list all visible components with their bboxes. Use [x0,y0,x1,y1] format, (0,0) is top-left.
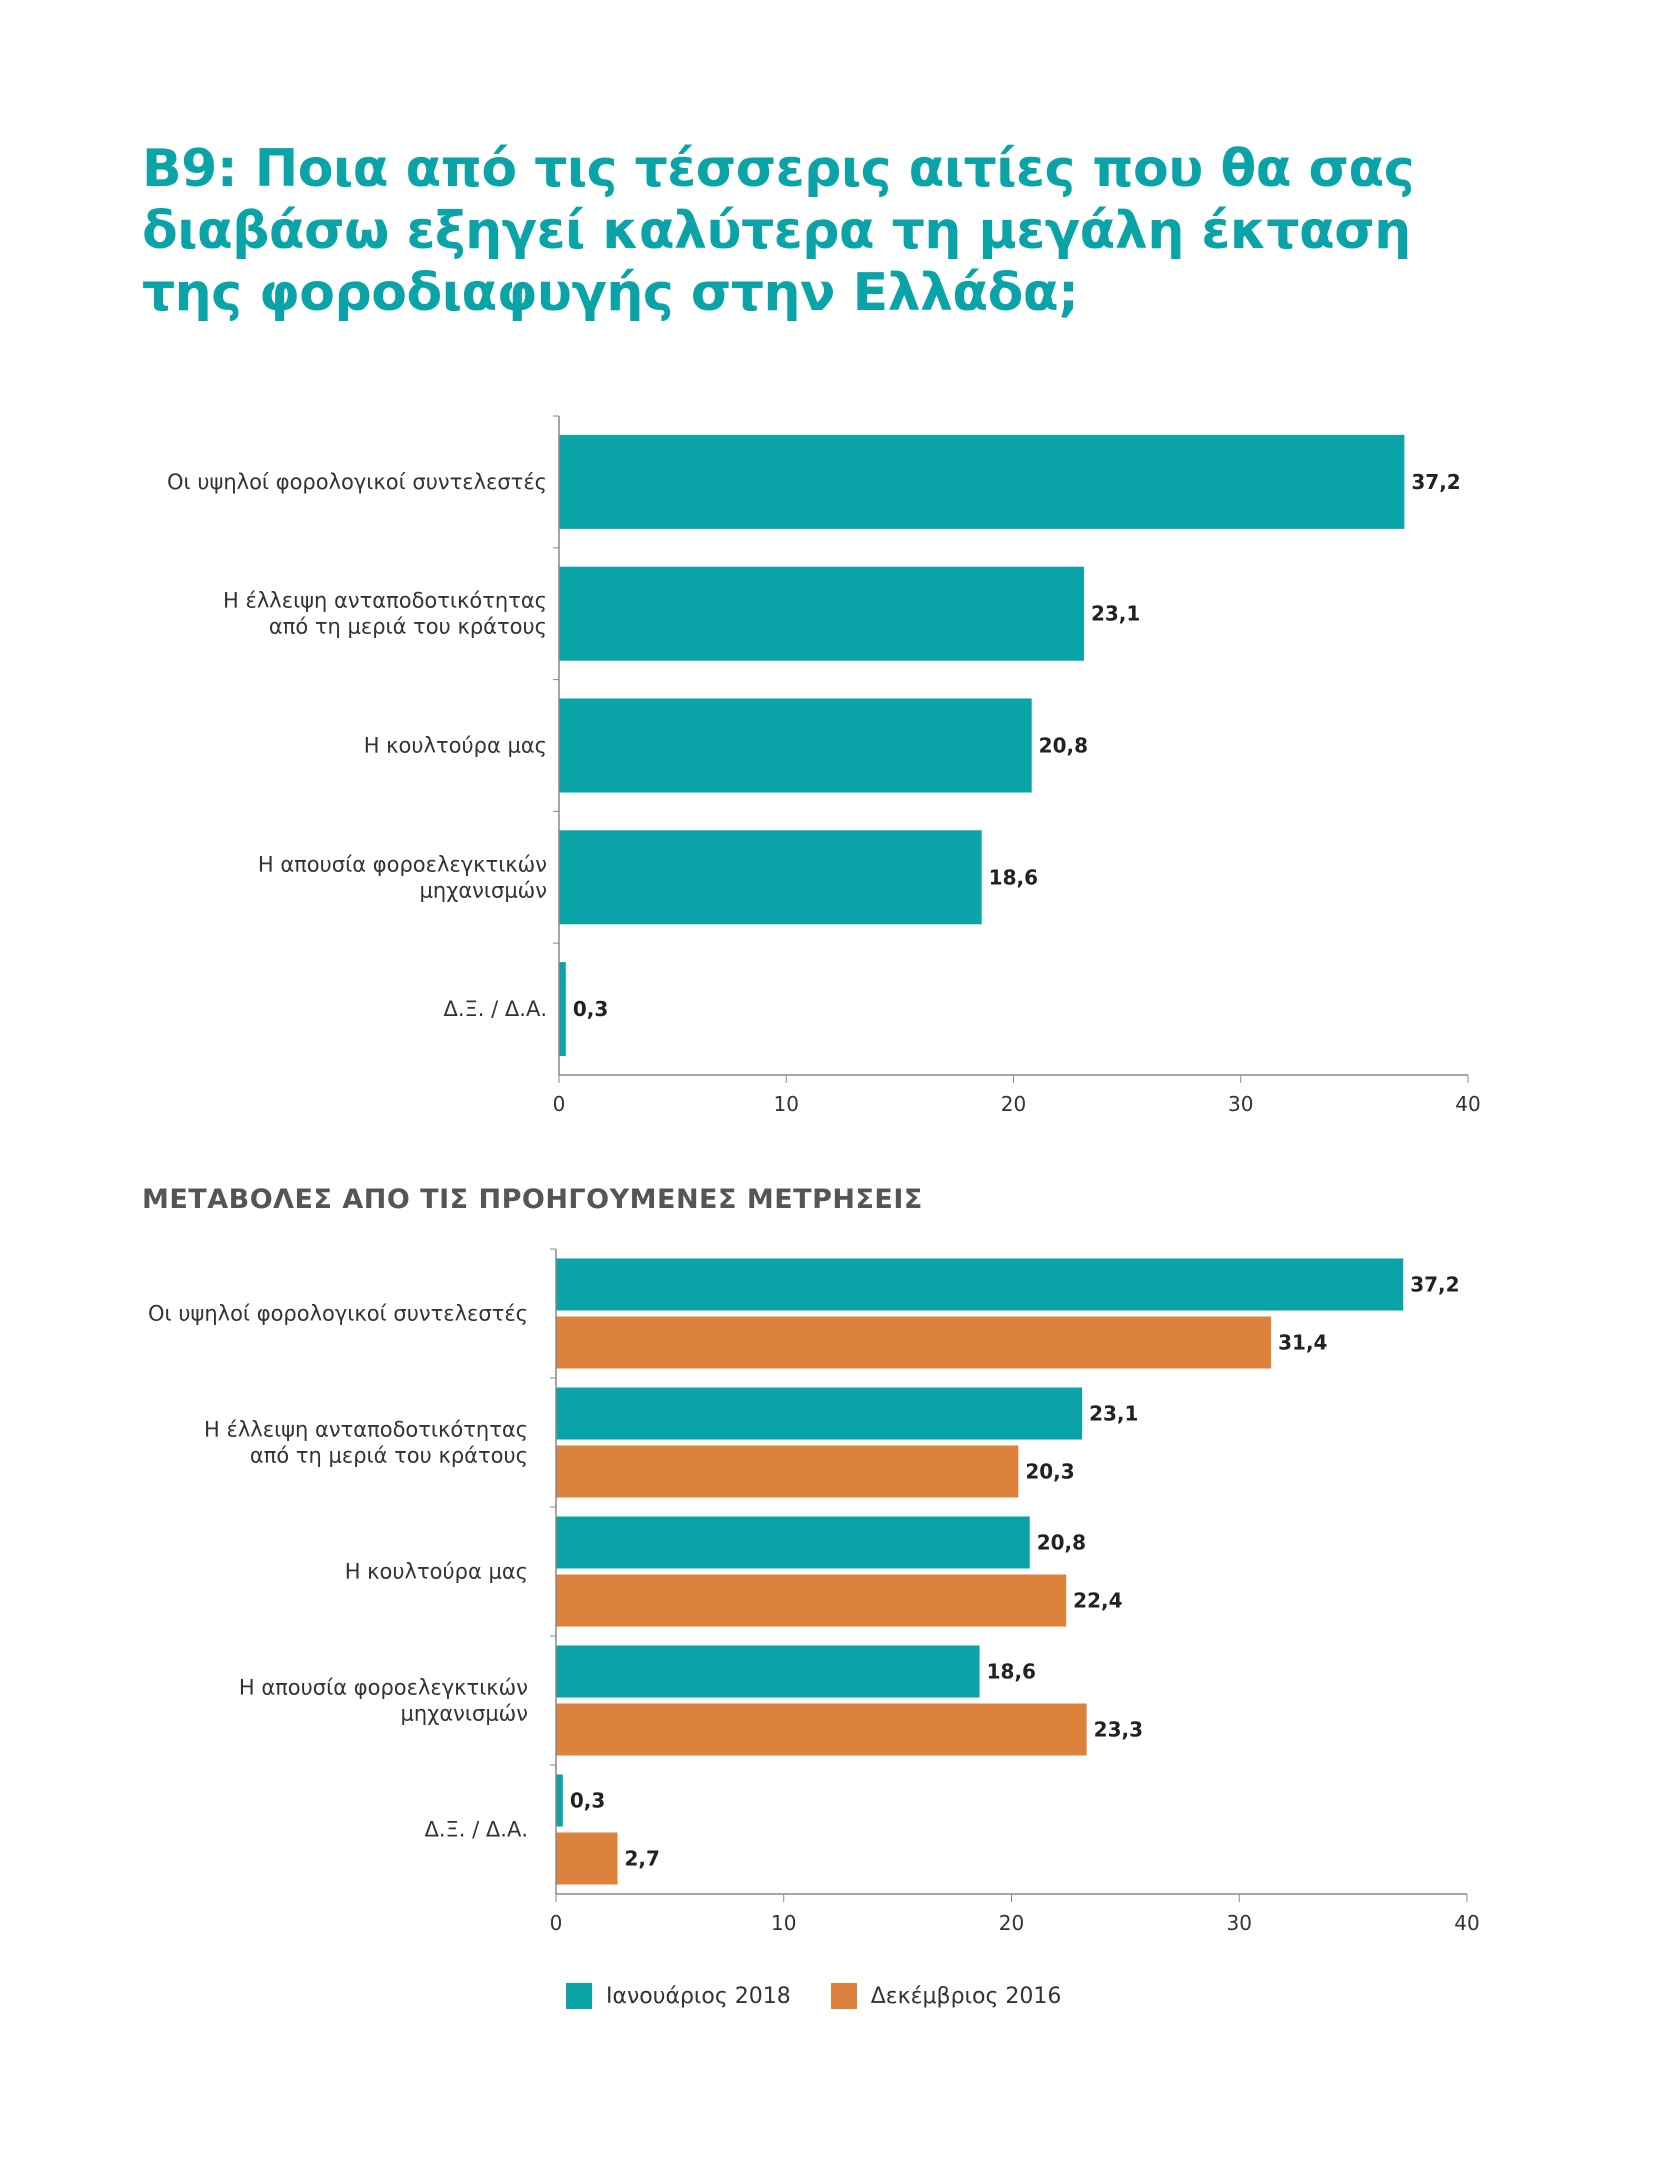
section-subtitle: ΜΕΤΑΒΟΛΕΣ ΑΠΟ ΤΙΣ ΠΡΟΗΓΟΥΜΕΝΕΣ ΜΕΤΡΗΣΕΙΣ [142,1184,923,1215]
bar [556,1445,1019,1498]
legend-item-2016: Δεκέμβριος 2016 [830,1983,1062,2009]
data-label: 23,3 [1094,1718,1143,1742]
category-label: Η απουσία φοροελεγκτικών [239,1676,528,1700]
x-tick-label: 0 [553,1092,566,1116]
chart-comparison: 37,2 31,4 Οι υψηλοί φορολογικοί συντελεστέ… [148,1248,1480,1935]
legend-label: Δεκέμβριος 2016 [870,1983,1062,2009]
data-label: 20,8 [1039,734,1088,758]
bar [556,1832,618,1885]
category-label: Δ.Ξ. / Δ.Α. [425,1818,529,1842]
data-label: 2,7 [624,1847,659,1871]
category-label: Η έλλειψη ανταποδοτικότητας [204,1418,528,1442]
data-label: 18,6 [987,1660,1036,1684]
bar [559,830,982,925]
bar [559,698,1032,793]
category-label: μηχανισμών [420,878,547,902]
category-label: μηχανισμών [401,1702,528,1726]
bar [559,566,1084,661]
category-label: Η κουλτούρα μας [345,1560,528,1584]
bar [556,1645,980,1698]
bar [556,1258,1404,1311]
title-line: της φοροδιαφυγής στην Ελλάδα; [142,263,1079,323]
category-label: Οι υψηλοί φορολογικοί συντελεστές [148,1302,528,1326]
page-title: Β9: Ποια από τις τέσσερις αιτίες που θα … [142,138,1442,324]
x-tick-label: 30 [1227,1911,1252,1935]
data-label: 23,1 [1091,602,1140,626]
bar [556,1574,1067,1627]
category-label: Η κουλτούρα μας [364,734,547,758]
data-label: 20,8 [1037,1531,1086,1555]
x-tick-label: 30 [1228,1092,1253,1116]
x-tick-label: 40 [1455,1092,1480,1116]
data-label: 20,3 [1025,1460,1074,1484]
x-tick-label: 10 [774,1092,799,1116]
x-tick-label: 20 [1001,1092,1026,1116]
data-label: 0,3 [573,997,608,1021]
category-label: Η έλλειψη ανταποδοτικότητας [223,589,547,613]
bar [559,434,1405,529]
title-line: Β9: Ποια από τις τέσσερις αιτίες που θα … [142,139,1415,199]
chart-legend: Ιανουάριος 2018 Δεκέμβριος 2016 [566,1983,1061,2009]
data-label: 37,2 [1411,470,1460,494]
data-label: 0,3 [570,1789,605,1813]
legend-item-2018: Ιανουάριος 2018 [566,1983,791,2009]
legend-swatch-teal [566,1983,592,2009]
data-label: 37,2 [1410,1273,1459,1297]
x-tick-label: 0 [550,1911,563,1935]
bar [556,1703,1087,1756]
data-label: 18,6 [989,865,1038,889]
data-label: 23,1 [1089,1402,1138,1426]
chart-single-series: 37,2 Οι υψηλοί φορολογικοί συντελεστές 23,… [167,415,1481,1116]
legend-swatch-orange [830,1983,857,2009]
data-label: 31,4 [1278,1331,1327,1355]
category-label: από τη μεριά του κράτους [250,1444,528,1468]
category-label: από τη μεριά του κράτους [269,615,547,639]
title-line: διαβάσω εξηγεί καλύτερα τη μεγάλη έκταση [142,201,1411,261]
bar [556,1774,563,1827]
category-label: Η απουσία φοροελεγκτικών [258,852,547,876]
bar [556,1516,1030,1569]
x-tick-label: 40 [1454,1911,1479,1935]
x-tick-label: 10 [771,1911,796,1935]
bar [559,962,566,1057]
bar [556,1387,1083,1440]
x-tick-label: 20 [999,1911,1024,1935]
data-label: 22,4 [1073,1589,1122,1613]
legend-label: Ιανουάριος 2018 [606,1983,791,2009]
category-label: Οι υψηλοί φορολογικοί συντελεστές [167,470,547,494]
bar [556,1316,1272,1369]
category-label: Δ.Ξ. / Δ.Α. [444,997,548,1021]
